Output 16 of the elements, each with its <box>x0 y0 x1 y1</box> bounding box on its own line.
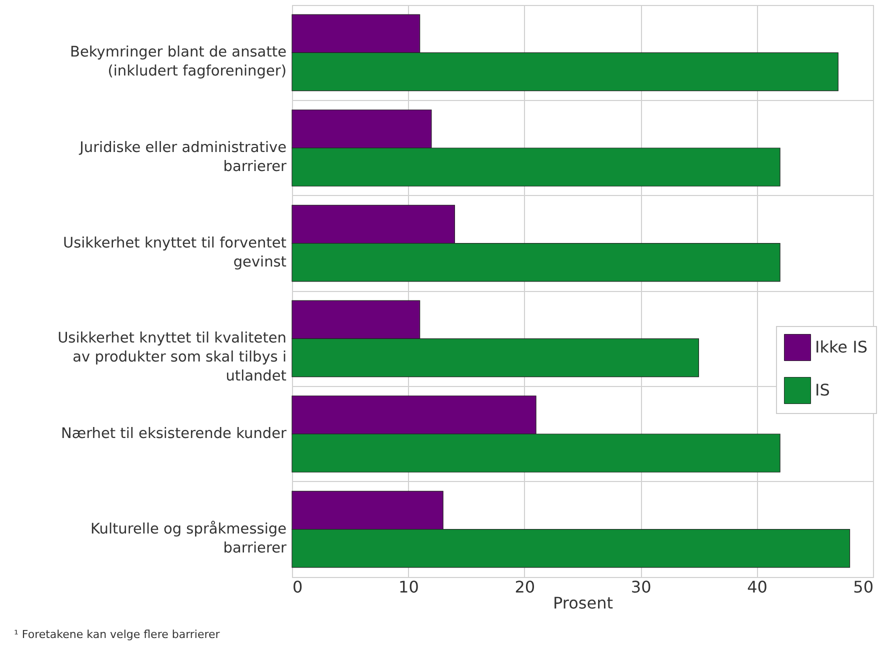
legend-label: IS <box>815 380 830 400</box>
y-tick-label: Usikkerhet knyttet til kvaliteten av produkter som skal tilbys i utlandet <box>58 330 287 385</box>
x-tick-label: 20 <box>514 578 536 596</box>
y-tick-label: Nærhet til eksisterende kunder <box>60 426 287 442</box>
legend-label: Ikke IS <box>815 338 868 356</box>
x-tick-label: 10 <box>398 578 419 596</box>
x-axis-title: Prosent <box>553 594 613 612</box>
y-tick-label: Juridiske eller administrative barrierer <box>78 140 287 175</box>
x-tick-label: 50 <box>853 578 874 596</box>
x-tick-label: 30 <box>630 578 652 596</box>
y-tick-label: Kulturelle og språkmessige barrierer <box>90 520 287 556</box>
y-tick-label: Bekymringer blant de ansatte (inkludert fagforeninger) <box>70 44 287 80</box>
y-tick-label: Usikkerhet knyttet til forventet gevinst <box>62 235 287 270</box>
text: ¹ Foretakene kan velge flere barrierer <box>14 628 220 641</box>
x-tick-label: 0 <box>292 578 303 596</box>
x-tick-label: 40 <box>747 578 768 596</box>
